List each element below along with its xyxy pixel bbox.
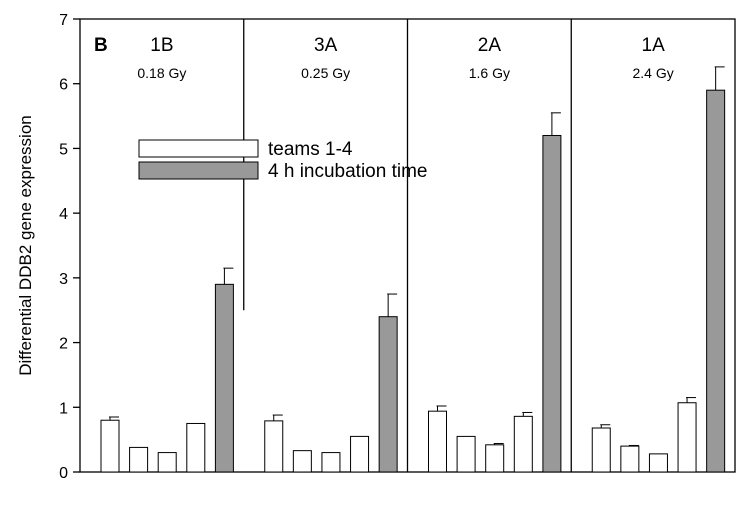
bar xyxy=(485,444,505,473)
y-tick-label: 2 xyxy=(59,336,68,353)
y-tick-label: 6 xyxy=(59,77,68,94)
legend-label: 4 h incubation time xyxy=(268,161,428,182)
legend-swatch xyxy=(138,139,259,158)
bar xyxy=(321,452,341,473)
bar xyxy=(513,415,533,473)
bars-layer xyxy=(100,66,726,473)
bar xyxy=(157,452,177,473)
bar xyxy=(428,410,447,473)
panel-label: B xyxy=(94,35,108,56)
bar xyxy=(214,283,234,473)
group-sample-label: 1A xyxy=(642,35,666,56)
bar xyxy=(542,134,562,473)
y-tick-label: 0 xyxy=(59,465,68,482)
bar xyxy=(620,445,640,473)
bar xyxy=(648,453,668,473)
bar xyxy=(292,450,312,473)
bar xyxy=(350,435,370,473)
y-tick-label: 4 xyxy=(59,206,68,223)
bar xyxy=(186,422,206,473)
group-dose-label: 1.6 Gy xyxy=(469,65,510,81)
legend-swatch xyxy=(138,161,259,180)
y-tick-label: 7 xyxy=(59,12,68,29)
bar xyxy=(591,427,611,473)
bar xyxy=(677,402,697,473)
y-axis: 0 1 2 3 4 5 6 7 xyxy=(59,12,80,482)
group-dose-label: 2.4 Gy xyxy=(633,65,674,81)
group-sample-label: 2A xyxy=(478,35,502,56)
group-sample-label: 1B xyxy=(150,35,173,56)
bar xyxy=(100,419,120,473)
group-sample-label: 3A xyxy=(314,35,338,56)
y-tick-label: 5 xyxy=(59,141,68,158)
bar xyxy=(264,420,284,473)
panel-headers: 1B 0.18 Gy 3A 0.25 Gy 2A 1.6 Gy 1A 2.4 Gy xyxy=(137,35,673,81)
legend-label: teams 1-4 xyxy=(268,139,353,160)
y-tick-label: 1 xyxy=(59,400,68,417)
bar xyxy=(706,89,726,473)
y-axis-label: Differential DDB2 gene expression xyxy=(16,115,35,376)
plot-area xyxy=(79,18,736,473)
bar xyxy=(456,435,476,473)
group-dose-label: 0.18 Gy xyxy=(137,65,186,81)
bar xyxy=(129,446,149,473)
bar xyxy=(378,316,398,473)
y-tick-label: 3 xyxy=(59,271,68,288)
group-dose-label: 0.25 Gy xyxy=(301,65,350,81)
legend: teams 1-44 h incubation time xyxy=(138,139,428,182)
